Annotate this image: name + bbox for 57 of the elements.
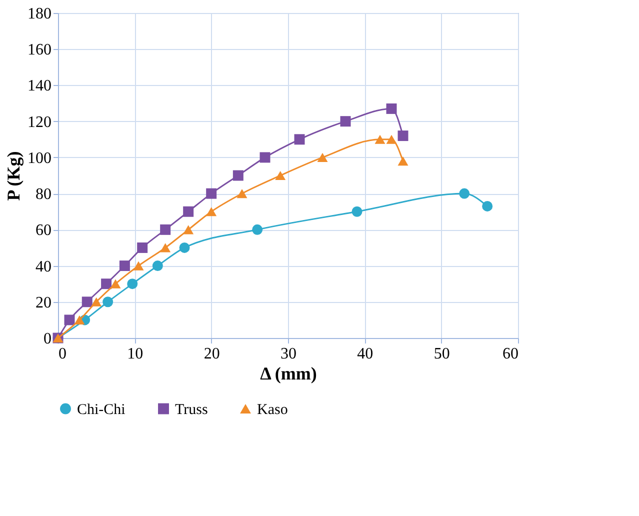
y-tick-label: 120	[28, 114, 52, 131]
legend-label: Truss	[175, 402, 208, 418]
y-tick-label: 160	[28, 42, 52, 59]
point	[340, 116, 351, 127]
legend-label: Chi-Chi	[77, 402, 126, 418]
y-tick-label: 80	[36, 186, 52, 204]
y-tick-label: 20	[36, 294, 52, 312]
point	[275, 170, 286, 180]
x-tick-label: 40	[357, 346, 374, 362]
point	[110, 279, 121, 288]
point	[352, 206, 362, 217]
point	[386, 134, 397, 144]
x-tick-label: 50	[434, 346, 450, 362]
point	[91, 297, 102, 306]
y-tick-label: 0	[44, 330, 52, 348]
point	[133, 261, 144, 270]
point	[236, 189, 248, 198]
point	[374, 134, 386, 144]
point	[119, 260, 130, 272]
point	[64, 314, 75, 326]
x-tick-label: 60	[502, 346, 518, 362]
point	[252, 224, 263, 235]
x-tick-label: 10	[127, 346, 144, 362]
point	[482, 200, 493, 212]
y-tick-label: 180	[28, 6, 52, 22]
x-tick-label: 20	[204, 346, 220, 362]
point	[317, 152, 328, 162]
point	[206, 188, 217, 199]
y-tick-label: 140	[28, 78, 52, 95]
y-tick-label: 100	[28, 150, 52, 167]
point	[74, 315, 85, 324]
point	[459, 188, 470, 199]
point	[386, 103, 397, 114]
point	[160, 243, 171, 252]
point	[82, 296, 92, 308]
point	[160, 224, 171, 235]
point	[183, 225, 194, 234]
y-tick-label: 60	[36, 222, 52, 240]
point	[127, 278, 138, 290]
point	[206, 207, 217, 216]
point	[102, 296, 114, 308]
x-axis-title: Δ (mm)	[260, 364, 317, 384]
legend-label: Kaso	[257, 402, 288, 418]
point	[260, 152, 270, 163]
point	[152, 260, 163, 272]
x-tick-label: 0	[58, 346, 66, 362]
y-axis-title: P (Kg)	[4, 151, 24, 201]
point	[179, 242, 190, 253]
point	[183, 206, 194, 217]
point	[232, 170, 244, 181]
point	[398, 130, 408, 142]
y-tick-label: 40	[36, 258, 52, 276]
point	[398, 156, 408, 166]
point	[101, 278, 112, 290]
x-tick-label: 30	[280, 346, 296, 362]
point	[137, 242, 148, 253]
point	[294, 134, 305, 145]
